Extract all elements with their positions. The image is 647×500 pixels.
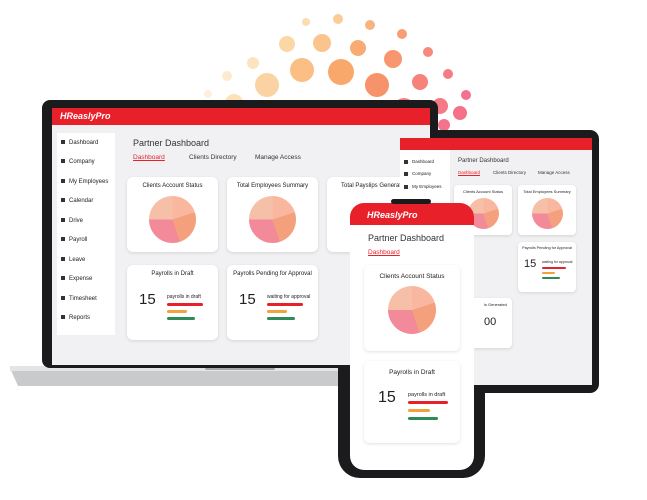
- bar: [542, 272, 555, 274]
- card-title: Clients Account Status: [462, 189, 504, 194]
- count: 15: [524, 258, 537, 270]
- card-title: Payrolls in Draft: [389, 369, 435, 376]
- card-title: Total Employees Summary: [236, 183, 309, 189]
- nav-item[interactable]: My Employees: [404, 184, 442, 189]
- tab[interactable]: Clients Directory: [189, 154, 237, 161]
- tab[interactable]: Dashboard: [133, 154, 165, 161]
- card: Clients Account Status: [364, 265, 460, 351]
- page-title: Partner Dashboard: [458, 158, 509, 164]
- tab[interactable]: Dashboard: [368, 249, 400, 256]
- nav-item[interactable]: Dashboard: [404, 159, 434, 164]
- card-title: Payrolls in Draft: [151, 271, 194, 277]
- bar: [408, 401, 448, 404]
- card-title: Payrolls Pending for Approval: [522, 246, 572, 250]
- nav-item[interactable]: Company: [404, 171, 431, 176]
- logo: HReaslyPro: [350, 203, 474, 225]
- nav-item[interactable]: Calendar: [61, 198, 93, 204]
- bar: [542, 277, 560, 279]
- nav-item[interactable]: Expense: [61, 276, 92, 282]
- count-label: waiting for approval: [267, 294, 311, 300]
- pie: [532, 198, 563, 229]
- pie: [388, 286, 436, 334]
- card: Total Employees Summary: [518, 185, 576, 235]
- logo-brand: HReasly: [367, 210, 403, 220]
- logo: HReaslyPro: [52, 108, 430, 125]
- tab[interactable]: Manage Access: [538, 170, 570, 175]
- page-title: Partner Dashboard: [133, 138, 210, 148]
- bar: [408, 409, 430, 412]
- bar: [267, 310, 287, 313]
- card-title: Total Payslips Generat: [341, 183, 402, 189]
- nav-item[interactable]: Leave: [61, 257, 85, 263]
- bar: [167, 303, 203, 306]
- count: 00: [484, 316, 497, 328]
- page-title: Partner Dashboard: [368, 233, 445, 243]
- nav-item[interactable]: My Employees: [61, 179, 108, 185]
- logo-brand: HReasly: [60, 111, 96, 121]
- logo-suffix: Pro: [95, 111, 111, 121]
- count-label: payrolls in draft: [408, 392, 446, 398]
- bar: [167, 317, 195, 320]
- sidebar: Dashboard Company My Employees Calendar …: [57, 133, 115, 335]
- card-title: Clients Account Status: [379, 273, 445, 280]
- tab[interactable]: Dashboard: [458, 170, 481, 175]
- card: Payrolls Pending for Approval 15 waiting…: [227, 265, 318, 340]
- phone-notch: [391, 199, 431, 204]
- card: Clients Account Status: [127, 177, 218, 252]
- count-label: payrolls in draft: [167, 294, 201, 300]
- bar: [542, 267, 566, 269]
- count-label: waiting for approval: [542, 260, 573, 264]
- card-title: Total Employees Summary: [523, 189, 571, 194]
- tab[interactable]: Clients Directory: [493, 170, 527, 175]
- nav-item[interactable]: Payroll: [61, 237, 87, 243]
- card-title: Clients Account Status: [142, 183, 203, 189]
- card: Payrolls Pending for Approval 15 waiting…: [518, 242, 576, 292]
- count: 15: [139, 291, 156, 308]
- nav-item[interactable]: Reports: [61, 315, 90, 321]
- nav-item[interactable]: Timesheet: [61, 296, 97, 302]
- count: 15: [378, 389, 396, 406]
- tab[interactable]: Manage Access: [255, 154, 301, 161]
- count: 15: [239, 291, 256, 308]
- card-title: ls Generated: [484, 302, 507, 307]
- nav-item[interactable]: Drive: [61, 218, 83, 224]
- bar: [267, 303, 303, 306]
- card-title: Payrolls Pending for Approval: [233, 271, 312, 277]
- bar: [408, 417, 438, 420]
- nav-item[interactable]: Company: [61, 159, 95, 165]
- pie: [249, 196, 296, 243]
- bar: [267, 317, 295, 320]
- card: Total Employees Summary: [227, 177, 318, 252]
- card: Payrolls in Draft 15 payrolls in draft: [364, 361, 460, 443]
- nav-item[interactable]: Dashboard: [61, 140, 98, 146]
- header: [400, 138, 592, 150]
- pie: [149, 196, 196, 243]
- bar: [167, 310, 187, 313]
- card: Payrolls in Draft 15 payrolls in draft: [127, 265, 218, 340]
- phone-screen: HReaslyPro Partner Dashboard Dashboard C…: [350, 203, 474, 470]
- dots: [204, 14, 471, 131]
- logo-suffix: Pro: [402, 210, 418, 220]
